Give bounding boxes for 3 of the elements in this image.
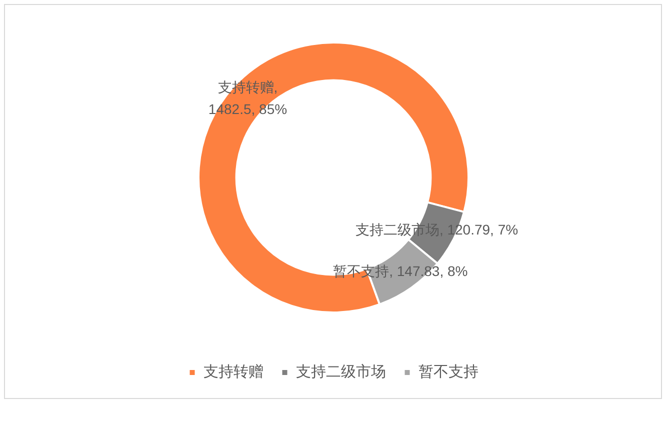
legend-label: 支持二级市场 (296, 364, 386, 381)
legend-label: 暂不支持 (418, 364, 478, 381)
legend-label: 支持转赠 (203, 364, 264, 381)
